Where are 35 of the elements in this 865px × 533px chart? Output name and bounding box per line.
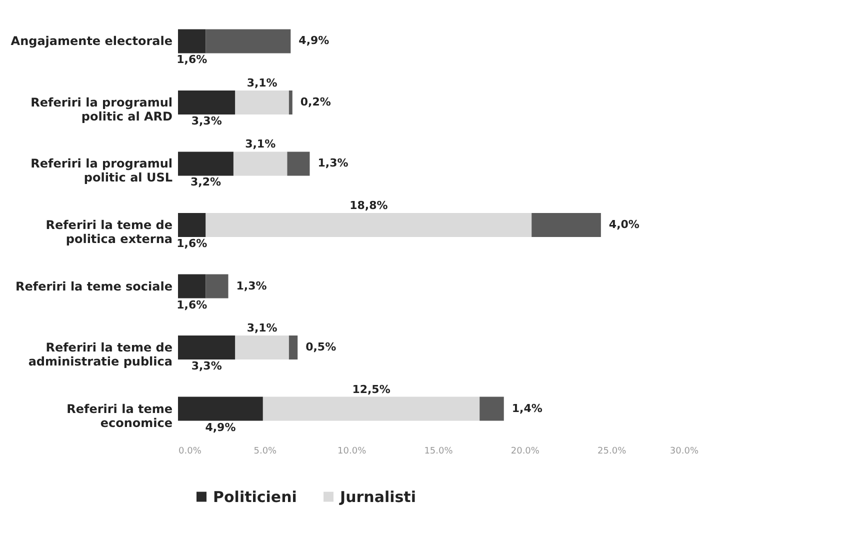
data-label: 3,3% xyxy=(191,360,222,373)
data-label: 4,9% xyxy=(298,34,330,48)
data-label: 3,1% xyxy=(245,138,276,151)
data-label: 3,1% xyxy=(246,322,278,335)
legend-label: Politicieni xyxy=(213,488,297,506)
y-tick-label: Referiri la teme sociale xyxy=(15,279,172,294)
data-label: 1,6% xyxy=(176,237,208,250)
data-label: 3,2% xyxy=(190,176,221,189)
x-tick-label: 25.0% xyxy=(598,446,627,456)
legend-label: Jurnalisti xyxy=(339,488,416,506)
y-tick-label: Referiri la programul politic al USL xyxy=(30,156,173,185)
data-label: 1,3% xyxy=(318,156,348,170)
data-label: 1,4% xyxy=(512,402,542,415)
data-label: 3,3% xyxy=(191,114,222,128)
data-label: 1,3% xyxy=(236,279,267,292)
x-tick-label: 20.0% xyxy=(510,446,540,456)
data-label: 4,9% xyxy=(205,420,236,434)
data-label: 1,6% xyxy=(176,53,208,66)
x-tick-label: 10.0% xyxy=(338,446,367,456)
y-tick-label: Angajamente electorale xyxy=(10,34,172,48)
y-tick-label: Referiri la teme de politica externa xyxy=(46,218,172,246)
data-label: 0,2% xyxy=(300,95,331,108)
y-tick-label: Referiri la teme de administratie publica xyxy=(28,340,172,369)
x-tick-label: 30.0% xyxy=(670,446,699,456)
data-label: 18,8% xyxy=(350,199,388,212)
x-tick-label: 15.0% xyxy=(424,446,454,456)
data-label: 4,0% xyxy=(608,218,640,231)
x-tick-label: 0.0% xyxy=(178,446,202,456)
data-label: 1,6% xyxy=(176,298,208,312)
data-label: 0,5% xyxy=(306,340,336,354)
data-label: 3,1% xyxy=(246,76,278,90)
x-tick-label: 5.0% xyxy=(254,446,278,456)
y-tick-label: Referiri la programul politic al ARD xyxy=(30,95,173,124)
data-label: 12,5% xyxy=(352,382,390,396)
y-tick-label: Referiri la teme economice xyxy=(66,402,172,430)
